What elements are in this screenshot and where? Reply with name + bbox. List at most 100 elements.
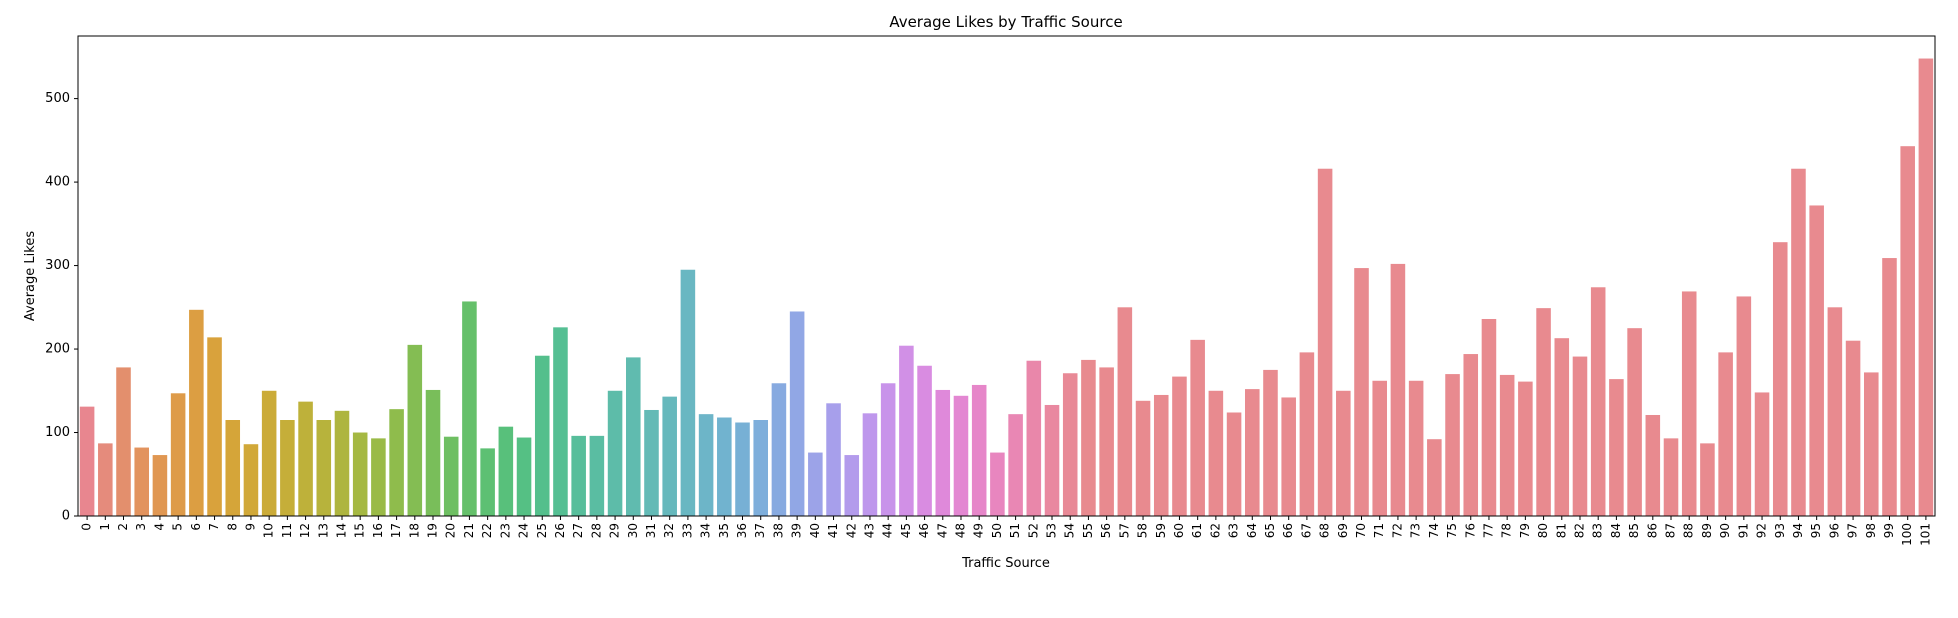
bar-17 [389, 409, 404, 516]
bar-32 [662, 396, 677, 516]
bar-92 [1754, 392, 1770, 516]
bar-84 [1609, 379, 1624, 516]
x-tick-label: 30 [626, 523, 640, 538]
x-tick-label: 97 [1846, 523, 1860, 538]
bar-24 [516, 437, 532, 516]
bar-85 [1627, 328, 1642, 516]
bar-75 [1445, 374, 1460, 516]
x-tick-label: 34 [699, 523, 713, 538]
x-tick-label: 80 [1536, 523, 1550, 538]
x-tick-label: 65 [1263, 523, 1277, 538]
bar-4 [152, 455, 168, 516]
x-tick-label: 40 [808, 523, 822, 538]
bar-13 [316, 420, 332, 516]
bar-60 [1172, 376, 1187, 516]
x-tick-label: 19 [426, 523, 440, 538]
bar-29 [607, 390, 623, 516]
x-tick-label: 29 [608, 523, 622, 538]
bar-44 [880, 383, 896, 516]
bar-19 [425, 389, 441, 516]
bar-45 [899, 345, 914, 516]
bar-89 [1700, 443, 1715, 516]
x-tick-label: 20 [444, 523, 458, 538]
x-tick-label: 77 [1481, 523, 1495, 538]
x-tick-label: 100 [1900, 523, 1914, 546]
y-tick-label: 300 [45, 258, 70, 273]
x-tick-label: 57 [1117, 523, 1131, 538]
bar-56 [1099, 367, 1114, 516]
x-tick-label: 32 [662, 523, 676, 538]
y-axis-label: Average Likes [23, 231, 38, 321]
x-tick-label: 72 [1390, 523, 1404, 538]
x-tick-label: 98 [1864, 523, 1878, 538]
bar-91 [1736, 296, 1752, 516]
x-tick-label: 76 [1463, 523, 1477, 538]
bar-16 [371, 438, 386, 516]
x-tick-label: 11 [280, 523, 294, 538]
bar-48 [953, 395, 969, 516]
bar-30 [626, 357, 641, 516]
bar-64 [1245, 389, 1260, 516]
x-tick-label: 7 [207, 523, 221, 531]
x-tick-label: 25 [535, 523, 549, 538]
x-tick-label: 18 [407, 523, 421, 538]
bar-38 [771, 383, 787, 516]
bar-35 [717, 417, 732, 516]
bar-59 [1153, 394, 1169, 516]
x-tick-label: 62 [1208, 523, 1222, 538]
bar-93 [1772, 242, 1788, 516]
x-tick-label: 99 [1882, 523, 1896, 538]
bar-31 [644, 409, 659, 516]
x-tick-label: 82 [1572, 523, 1586, 538]
x-tick-label: 56 [1099, 523, 1113, 538]
bar-68 [1317, 168, 1333, 517]
x-tick-label: 69 [1336, 523, 1350, 538]
x-tick-label: 58 [1136, 523, 1150, 538]
x-tick-label: 60 [1172, 523, 1186, 538]
x-tick-label: 38 [771, 523, 785, 538]
x-tick-label: 35 [717, 523, 731, 538]
bar-58 [1135, 400, 1151, 516]
x-tick-label: 15 [353, 523, 367, 538]
x-tick-label: 17 [389, 523, 403, 538]
bar-14 [334, 410, 350, 516]
x-tick-label: 6 [189, 523, 203, 531]
bar-53 [1044, 404, 1060, 516]
x-tick-label: 48 [953, 523, 967, 538]
bar-66 [1281, 397, 1296, 516]
bar-33 [680, 269, 696, 516]
bar-8 [225, 420, 241, 516]
x-tick-label: 93 [1773, 523, 1787, 538]
bar-73 [1408, 380, 1424, 516]
x-tick-label: 2 [116, 523, 130, 531]
bar-25 [534, 355, 550, 516]
bar-2 [116, 367, 131, 516]
x-tick-label: 61 [1190, 523, 1204, 538]
x-tick-label: 3 [134, 523, 148, 531]
x-axis-ticks: 0 1 2 3 4 5 6 7 8 9 10 11 12 13 14 15 16 17 18 19 20 21 22 23 24… [80, 516, 1932, 546]
bar-3 [134, 447, 149, 516]
x-tick-label: 84 [1609, 523, 1623, 538]
bar-98 [1864, 372, 1879, 516]
x-tick-label: 92 [1755, 523, 1769, 538]
bar-50 [990, 452, 1005, 516]
x-tick-label: 89 [1700, 523, 1714, 538]
bar-40 [808, 452, 823, 516]
bar-49 [971, 384, 987, 516]
x-tick-label: 71 [1372, 523, 1386, 538]
chart-title: Average Likes by Traffic Source [889, 13, 1122, 31]
x-tick-label: 52 [1026, 523, 1040, 538]
bar-52 [1026, 360, 1042, 516]
x-tick-label: 44 [881, 523, 895, 538]
x-tick-label: 83 [1591, 523, 1605, 538]
x-tick-label: 81 [1554, 523, 1568, 538]
x-tick-label: 101 [1918, 523, 1932, 546]
x-tick-label: 24 [517, 523, 531, 538]
x-tick-label: 13 [316, 523, 330, 538]
bar-28 [589, 435, 605, 516]
bar-54 [1062, 373, 1078, 516]
x-tick-label: 41 [826, 523, 840, 538]
bar-36 [735, 422, 750, 516]
x-tick-label: 73 [1409, 523, 1423, 538]
